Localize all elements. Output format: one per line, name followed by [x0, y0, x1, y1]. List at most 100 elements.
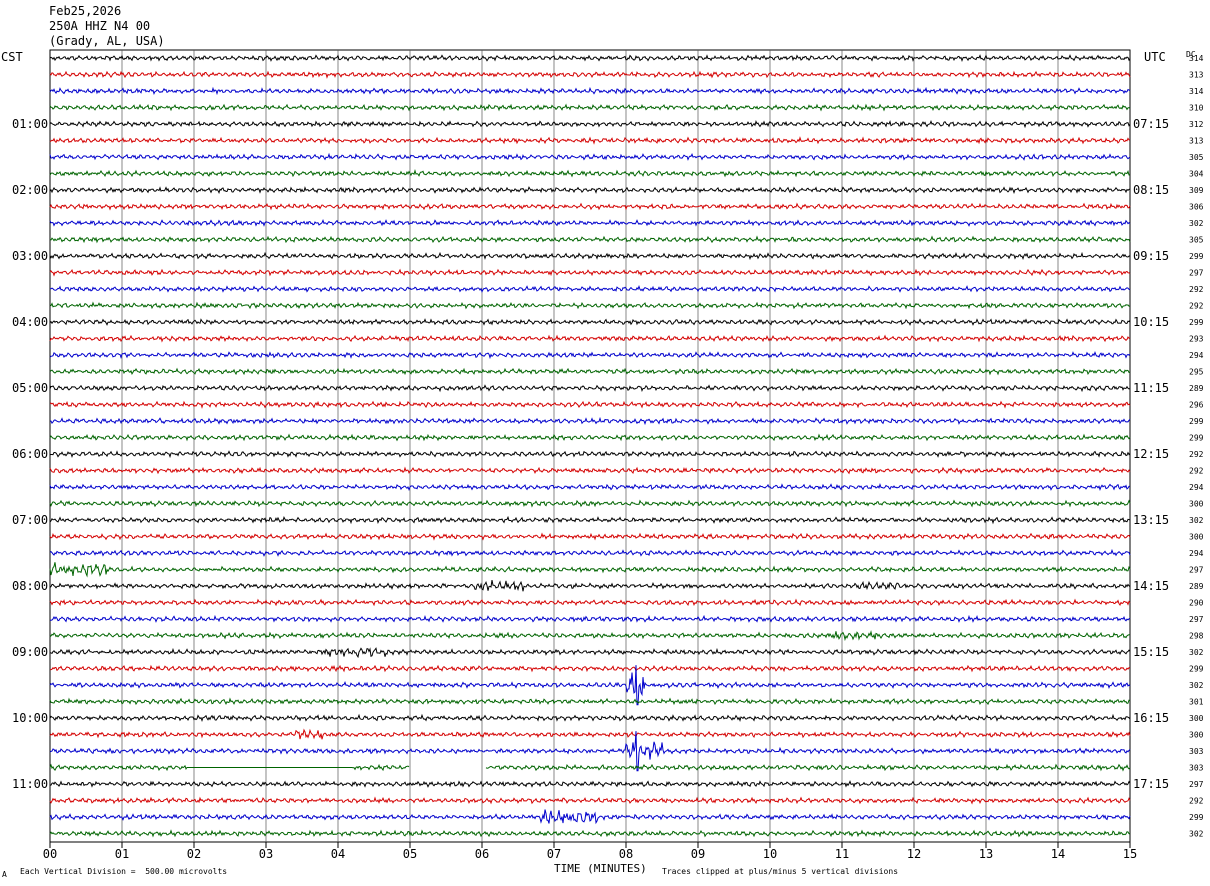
left-time-label: 06:00: [12, 447, 48, 461]
left-time-label: 11:00: [12, 777, 48, 791]
seismic-trace: [49, 548, 1131, 557]
left-time-label: 04:00: [12, 315, 48, 329]
right-time-label: 09:15: [1133, 249, 1169, 263]
dc-value: 297: [1189, 780, 1204, 789]
dc-value: 313: [1189, 71, 1204, 80]
label-layer: 00 01 02 03 04 05 06 07 08 09 10 11 12 13 14 15 314 313 31…: [12, 54, 1204, 861]
seismic-trace: [49, 562, 1131, 578]
seismic-trace: [49, 728, 1131, 740]
seismic-trace: [49, 367, 1131, 376]
seismic-trace: [49, 268, 1131, 277]
right-timezone-label: UTC: [1144, 50, 1166, 64]
seismic-trace: [49, 763, 1131, 772]
dc-value: 297: [1189, 566, 1204, 575]
x-tick-label: 15: [1123, 847, 1137, 861]
left-time-label: 03:00: [12, 249, 48, 263]
right-time-label: 12:15: [1133, 447, 1169, 461]
dc-value: 301: [1189, 698, 1204, 707]
dc-value: 294: [1189, 483, 1204, 492]
dc-value: 294: [1189, 549, 1204, 558]
dc-value: 299: [1189, 813, 1204, 822]
seismic-trace: [49, 796, 1131, 805]
seismic-trace: [49, 499, 1131, 508]
seismic-trace: [49, 219, 1131, 227]
dc-value: 292: [1189, 302, 1204, 311]
seismic-trace: [50, 647, 1131, 659]
seismic-trace: [49, 136, 1131, 145]
dc-value: 312: [1189, 120, 1204, 129]
right-time-label: 17:15: [1133, 777, 1169, 791]
x-tick-label: 10: [763, 847, 777, 861]
left-time-label: 08:00: [12, 579, 48, 593]
x-tick-label: 02: [187, 847, 201, 861]
right-time-label: 13:15: [1133, 513, 1169, 527]
seismic-trace: [49, 235, 1131, 244]
seismic-trace: [49, 580, 1131, 592]
seismic-trace: [49, 285, 1131, 293]
location-label: (Grady, AL, USA): [49, 34, 165, 48]
x-tick-label: 11: [835, 847, 849, 861]
clip-note: Traces clipped at plus/minus 5 vertical …: [662, 867, 899, 876]
seismic-trace: [49, 665, 1131, 706]
x-axis-title: TIME (MINUTES): [554, 862, 647, 875]
dc-value: 299: [1189, 665, 1204, 674]
dc-value: 314: [1189, 54, 1204, 63]
dc-value: 300: [1189, 731, 1204, 740]
seismic-trace: [49, 829, 1131, 838]
dc-value: 314: [1189, 87, 1204, 96]
seismic-trace: [49, 532, 1131, 541]
dc-value: 299: [1189, 417, 1204, 426]
dc-value: 305: [1189, 236, 1204, 245]
x-tick-label: 07: [547, 847, 561, 861]
dc-value: 294: [1189, 351, 1204, 360]
left-time-label: 01:00: [12, 117, 48, 131]
dc-value: 302: [1189, 830, 1204, 839]
dc-value: 300: [1189, 500, 1204, 509]
dc-value: 295: [1189, 368, 1204, 377]
right-time-label: 11:15: [1133, 381, 1169, 395]
right-time-label: 15:15: [1133, 645, 1169, 659]
x-tick-label: 14: [1051, 847, 1065, 861]
x-tick-label: 06: [475, 847, 489, 861]
dc-value: 296: [1189, 401, 1204, 410]
x-tick-label: 05: [403, 847, 417, 861]
dc-value: 304: [1189, 170, 1204, 179]
trace-layer: [49, 54, 1131, 838]
dc-value: 300: [1189, 533, 1204, 542]
dc-value: 302: [1189, 648, 1204, 657]
left-time-label: 07:00: [12, 513, 48, 527]
x-tick-label: 12: [907, 847, 921, 861]
seismic-trace: [49, 301, 1131, 310]
corner-mark: A: [2, 870, 7, 879]
dc-value: 289: [1189, 582, 1204, 591]
dc-value: 303: [1189, 764, 1204, 773]
seismic-trace: [49, 152, 1131, 161]
right-time-label: 08:15: [1133, 183, 1169, 197]
dc-value: 299: [1189, 252, 1204, 261]
dc-value: 305: [1189, 153, 1204, 162]
seismic-trace: [49, 318, 1131, 326]
right-time-label: 07:15: [1133, 117, 1169, 131]
seismic-trace: [49, 334, 1131, 343]
division-note: Each Vertical Division = 500.00 microvol…: [20, 867, 228, 876]
dc-value: 313: [1189, 137, 1204, 146]
x-tick-label: 00: [43, 847, 57, 861]
seismic-trace: [49, 186, 1131, 194]
x-tick-label: 09: [691, 847, 705, 861]
grid-layer: [49, 49, 1131, 848]
seismic-trace: [49, 664, 1131, 673]
seismic-trace: [49, 697, 1131, 706]
seismic-trace: [49, 120, 1131, 129]
seismic-trace: [49, 450, 1131, 459]
station-label: 250A HHZ N4 00: [49, 19, 151, 33]
seismic-trace: [49, 809, 1131, 825]
left-time-label: 05:00: [12, 381, 48, 395]
dc-value: 299: [1189, 318, 1204, 327]
dc-value: 300: [1189, 714, 1204, 723]
right-time-label: 14:15: [1133, 579, 1169, 593]
dc-value: 293: [1189, 335, 1204, 344]
seismic-trace: [49, 466, 1131, 475]
seismic-trace: [49, 54, 1131, 62]
seismic-trace: [49, 483, 1131, 492]
